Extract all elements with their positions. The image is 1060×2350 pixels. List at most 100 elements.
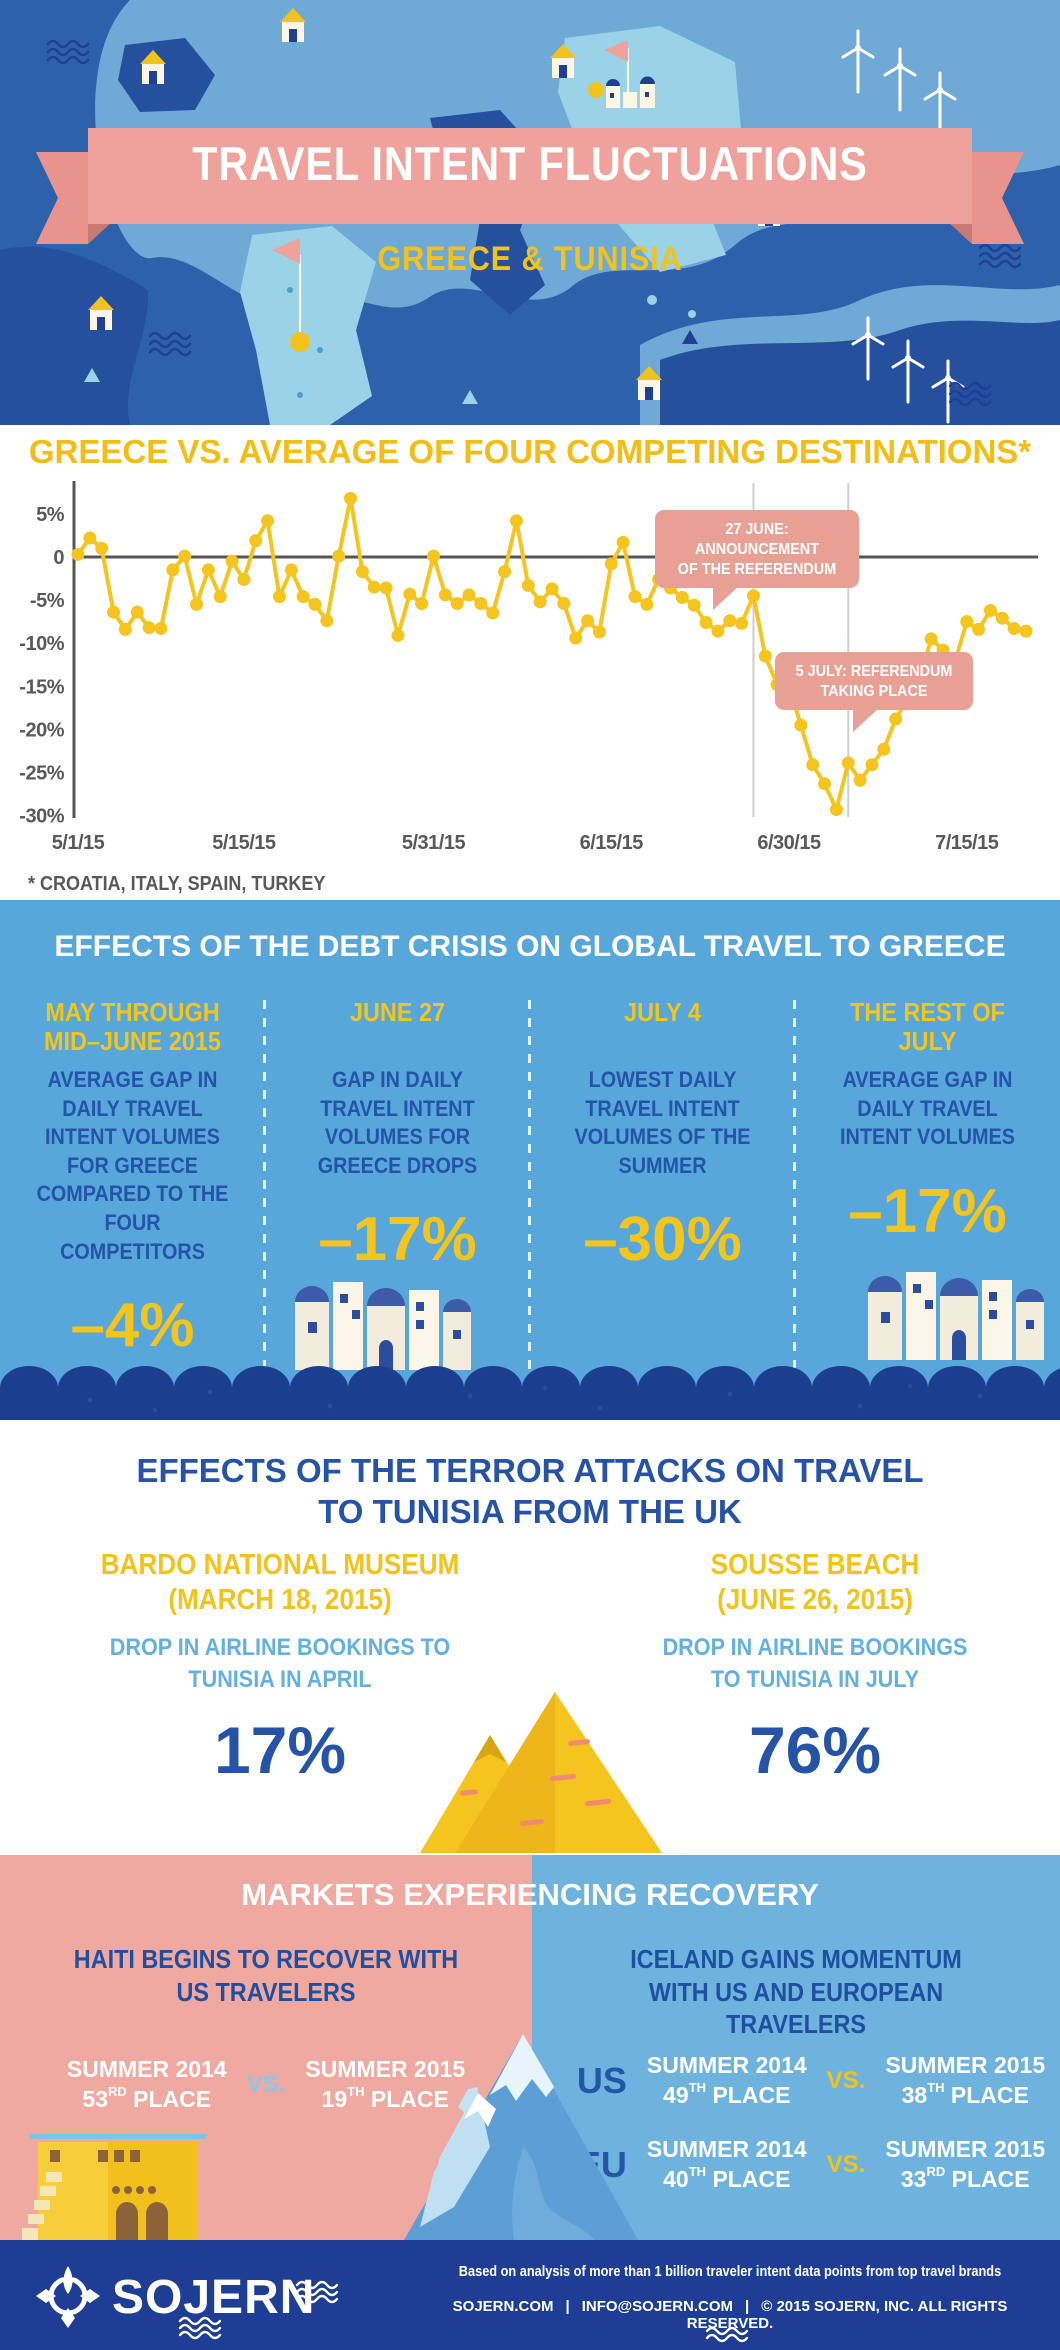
x-tick-label: 5/31/15 [402,832,466,854]
data-point [687,598,701,612]
data-point [983,603,997,617]
data-point [509,514,523,528]
data-point [154,622,168,636]
market-label: US [576,2059,627,2101]
data-point [498,565,512,579]
stat-season: SUMMER 2015 [305,2056,466,2082]
stat-description: GAP IN DAILY TRAVEL INTENT VOLUMES FOR G… [317,1067,478,1178]
data-point [723,614,737,628]
vs-label: VS. [246,2070,286,2098]
y-tick-label: 0 [53,547,64,569]
stat-description: AVERAGE GAP IN DAILY TRAVEL INTENT VOLUM… [840,1067,1015,1150]
summer-2015-stat: SUMMER 2015 38TH PLACE [885,2051,1045,2111]
data-point [83,531,97,545]
data-point [201,563,215,577]
stat-season: SUMMER 2014 [646,2052,807,2078]
column-divider [528,1000,531,1390]
data-point [130,605,144,619]
summer-2014-stat: SUMMER 2014 49TH PLACE [647,2051,807,2111]
chart-footnote: * CROATIA, ITALY, SPAIN, TURKEY [28,873,326,895]
map-land-left-dark [0,246,149,425]
ribbon-banner [36,128,1024,244]
recovery-section-title: MARKETS EXPERIENCING RECOVERY [241,1877,819,1912]
data-point [284,563,298,577]
data-point [972,622,986,636]
data-point [616,535,630,549]
data-point [1019,624,1033,638]
tunisia-marker-icon [272,238,310,352]
callout-line: OF THE REFERENDUM [677,561,837,578]
data-point [261,514,275,528]
greek-houses-icon [295,1282,471,1370]
market-heading: HAITI BEGINS TO RECOVER WITH US TRAVELER… [73,1944,459,2007]
data-point [367,580,381,594]
santorini-cluster-icon [588,40,655,108]
data-point [462,588,476,602]
data-point [486,606,500,620]
attack-date: (MARCH 18, 2015) [168,1583,392,1616]
page-subtitle: GREECE & TUNISIA [377,240,683,278]
place-ordinal: TH [347,2084,365,2100]
data-point [166,563,180,577]
water-wave [0,1366,1060,1420]
stat-place: 33RD PLACE [885,2164,1045,2195]
stat-place: 53RD PLACE [67,2084,227,2115]
vs-label: VS. [826,2066,866,2094]
stat-heading: THE REST OF JULY [850,997,1005,1057]
chart-section: GREECE VS. AVERAGE OF FOUR COMPETING DES… [0,425,1060,900]
column-divider [263,1000,266,1390]
iceland-us-row: US SUMMER 2014 49TH PLACE VS. SUMMER 201… [562,2051,1060,2111]
place-word: PLACE [712,2165,791,2192]
callout-line: 5 JULY: REFERENDUM [795,663,953,680]
data-point [829,803,843,817]
data-point [628,590,642,604]
attack-date: (JUNE 26, 2015) [717,1583,913,1616]
data-point [320,614,334,628]
map-tunisia-shape [240,226,376,425]
map-island-dark [118,38,215,112]
x-tick-label: 6/30/15 [757,832,821,854]
stat-season: SUMMER 2015 [885,2136,1046,2162]
x-tick-label: 5/15/15 [212,832,276,854]
recovery-blue-panel [532,1855,1060,2240]
title-line: TO TUNISIA FROM THE UK [318,1493,742,1531]
place-word: PLACE [951,2165,1030,2192]
stat-season: SUMMER 2015 [885,2052,1046,2078]
data-point [581,614,595,628]
stat-place: 40TH PLACE [647,2164,807,2195]
santorini-wave-illustration [0,1272,1060,1420]
data-point [249,534,263,548]
x-tick-label: 6/15/15 [580,832,644,854]
page-title: TRAVEL INTENT FLUCTUATIONS [192,137,868,190]
callout-line: 27 JUNE: ANNOUNCEMENT [694,521,820,558]
divider: | [745,2298,750,2315]
data-point [711,624,725,638]
data-point [995,611,1009,625]
iceland-block: ICELAND GAINS MOMENTUM WITH US AND EUROP… [532,1943,1060,2192]
sojern-email-link[interactable]: INFO@SOJERN.COM [581,2298,734,2315]
data-point [308,597,322,611]
data-point [107,605,121,619]
place-word: PLACE [712,2081,791,2108]
y-tick-label: -25% [19,763,64,785]
data-point [474,597,488,611]
summer-2014-stat: SUMMER 2014 40TH PLACE [647,2135,807,2195]
place-number: 19 [321,2085,348,2112]
haiti-block: HAITI BEGINS TO RECOVER WITH US TRAVELER… [0,1943,532,2112]
stat-heading: SOUSSE BEACH (JUNE 26, 2015) [662,1548,968,1618]
sojern-website-link[interactable]: SOJERN.COM [452,2298,554,2315]
wave-squiggle-icon [295,2280,339,2304]
haiti-stats-row: SUMMER 2014 53RD PLACE VS. SUMMER 2015 1… [0,2055,532,2115]
footer: SOJERN Based on analysis of more than 1 … [0,2240,1060,2350]
column-divider [793,1000,796,1390]
summer-2014-stat: SUMMER 2014 53RD PLACE [67,2055,227,2115]
pyramids-icon [420,1692,662,1853]
divider: | [565,2298,570,2315]
data-point [71,547,85,561]
place-ordinal: TH [927,2080,945,2096]
data-point [438,588,452,602]
data-point [213,590,227,604]
data-point [190,597,203,611]
stat-value: –17% [318,1205,477,1275]
place-number: 38 [901,2081,928,2108]
